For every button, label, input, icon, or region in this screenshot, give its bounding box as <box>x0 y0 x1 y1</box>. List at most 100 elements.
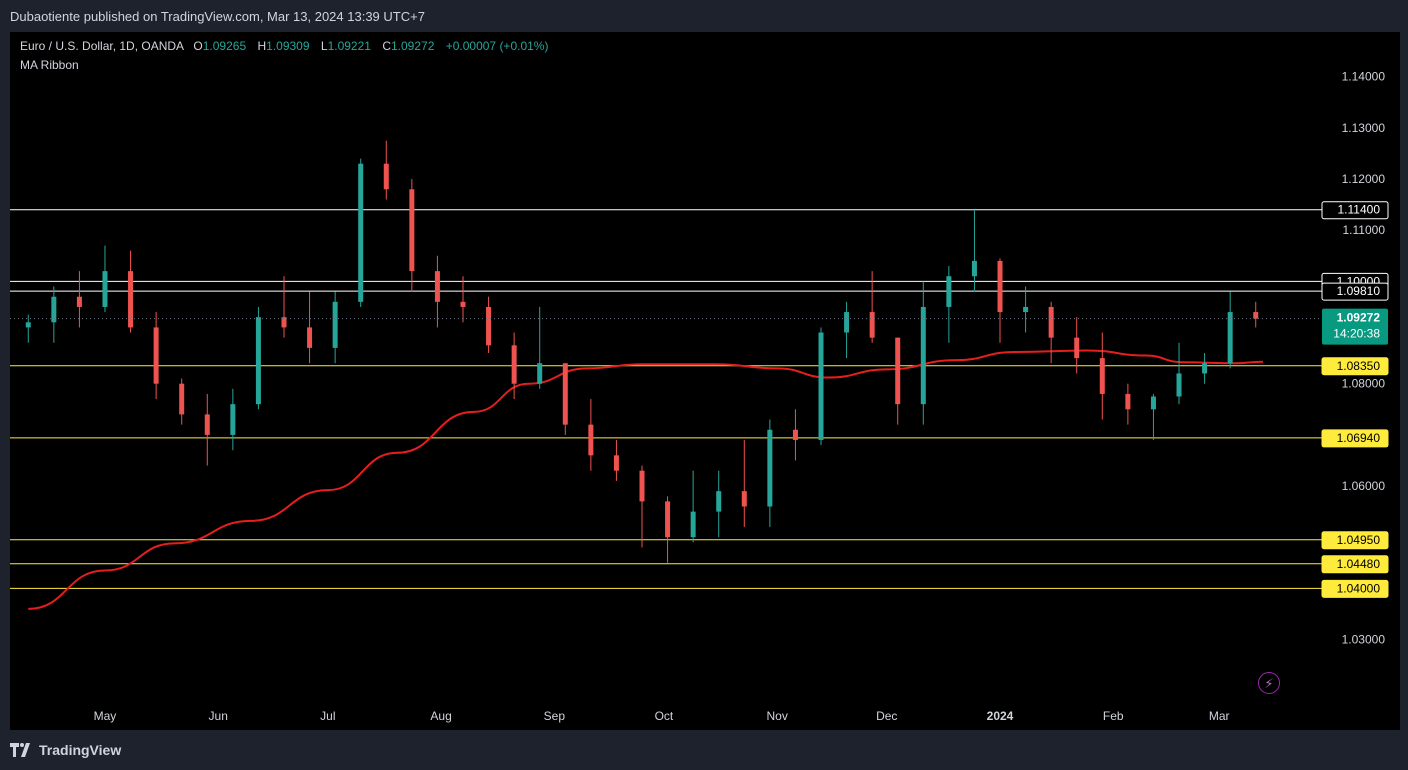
y-tick-label: 1.13000 <box>1342 121 1386 135</box>
level-badge: 1.08350 <box>1321 357 1389 376</box>
level-badge-bg <box>1321 429 1389 448</box>
level-badge: 1.09810 <box>1321 282 1389 301</box>
level-badge: 1.04000 <box>1321 579 1389 598</box>
candle-body <box>1125 393 1131 410</box>
candle-body <box>767 429 773 507</box>
candle-body <box>562 363 568 425</box>
last-price-label: 1.09272 <box>1337 311 1381 325</box>
candle-body <box>1176 373 1182 397</box>
x-tick-label: 2024 <box>987 709 1014 723</box>
candle-body <box>1150 396 1156 410</box>
level-badge-label: 1.04480 <box>1337 557 1381 571</box>
level-badge: 1.06940 <box>1321 429 1389 448</box>
candle-body <box>1202 363 1208 374</box>
low-value: 1.09221 <box>327 39 371 53</box>
candle-body <box>255 317 261 405</box>
candle-body <box>792 429 798 440</box>
candle-body <box>997 260 1003 313</box>
level-badge-label: 1.04950 <box>1337 533 1381 547</box>
countdown-label: 14:20:38 <box>1333 327 1380 341</box>
candle-body <box>818 332 824 440</box>
candle-body <box>383 163 389 190</box>
open-label: O <box>193 39 203 53</box>
level-badge-label: 1.09810 <box>1337 284 1381 298</box>
candle-body <box>869 312 875 338</box>
chart-area[interactable]: 1.140001.130001.120001.110001.100001.080… <box>10 32 1400 730</box>
candle-body <box>486 306 492 346</box>
tradingview-logo[interactable]: TradingView <box>10 742 121 758</box>
ma-ribbon-line <box>28 349 1264 610</box>
change-value: +0.00007 (+0.01%) <box>445 39 549 53</box>
candle-body <box>179 383 185 415</box>
level-badge: 1.04480 <box>1321 555 1389 574</box>
x-tick-label: Mar <box>1209 709 1230 723</box>
level-badge-label: 1.08350 <box>1337 359 1381 373</box>
lightning-icon[interactable]: ⚡ <box>1258 672 1280 694</box>
level-badge-bg <box>1321 282 1389 301</box>
candle-body <box>665 501 671 538</box>
x-tick-label: May <box>94 709 117 723</box>
level-badge-label: 1.04000 <box>1337 581 1381 595</box>
candle-body <box>716 491 722 512</box>
candle-body <box>844 312 850 333</box>
price-chart[interactable]: 1.140001.130001.120001.110001.100001.080… <box>10 32 1400 730</box>
indicator-name[interactable]: MA Ribbon <box>20 58 79 72</box>
candle-body <box>76 296 82 307</box>
y-tick-label: 1.03000 <box>1342 633 1386 647</box>
candle-body <box>51 296 57 323</box>
x-tick-label: Jun <box>209 709 228 723</box>
y-tick-label: 1.08000 <box>1342 377 1386 391</box>
level-badge-bg <box>1321 201 1389 220</box>
level-badge: 1.11400 <box>1321 201 1389 220</box>
candle-body <box>588 424 594 456</box>
y-tick-label: 1.14000 <box>1342 70 1386 84</box>
level-badge-bg <box>1321 531 1389 550</box>
candle-body <box>946 276 952 307</box>
high-value: 1.09309 <box>266 39 310 53</box>
x-tick-label: Aug <box>430 709 451 723</box>
footer: TradingView <box>0 730 1408 770</box>
level-badge-label: 1.11400 <box>1338 203 1381 217</box>
candle-body <box>409 189 415 272</box>
level-badge-bg <box>1321 555 1389 574</box>
candle-body <box>895 337 901 405</box>
candle-body <box>307 327 313 348</box>
candle-body <box>1227 312 1233 364</box>
candle-body <box>460 301 466 307</box>
level-badge-label: 1.06940 <box>1337 431 1381 445</box>
candle-body <box>25 322 31 328</box>
last-price-badge: 1.09272 14:20:38 <box>1322 308 1388 345</box>
candle-body <box>1074 337 1080 359</box>
close-value: 1.09272 <box>390 39 435 53</box>
candle-body <box>1023 306 1029 313</box>
candle-body <box>281 317 287 328</box>
tradingview-logo-icon <box>10 743 30 757</box>
candle-body <box>920 306 926 405</box>
symbol-title: Euro / U.S. Dollar, 1D, OANDA <box>20 39 185 53</box>
candle-body <box>613 455 619 471</box>
open-value: 1.09265 <box>202 39 247 53</box>
candle-body <box>639 470 645 502</box>
candle-body <box>971 260 977 277</box>
y-tick-label: 1.06000 <box>1342 479 1386 493</box>
candle-body <box>332 301 338 348</box>
x-tick-label: Nov <box>766 709 787 723</box>
candle-body <box>230 404 236 435</box>
candle-body <box>1048 306 1054 338</box>
top-bar: Dubaotiente published on TradingView.com… <box>0 0 1408 32</box>
candle-body <box>1253 312 1259 319</box>
low-label: L <box>320 39 328 53</box>
last-price-badge-bg <box>1322 308 1388 345</box>
candle-body <box>358 163 364 302</box>
level-badge-bg <box>1321 357 1389 376</box>
candle-body <box>741 491 747 507</box>
x-tick-label: Feb <box>1103 709 1124 723</box>
candle-body <box>102 271 108 307</box>
ohlc-legend: Euro / U.S. Dollar, 1D, OANDA O1.09265 H… <box>20 39 556 53</box>
candle-body <box>204 414 210 435</box>
close-label: C <box>382 39 391 53</box>
candle-body <box>128 271 134 328</box>
y-tick-label: 1.12000 <box>1342 172 1386 186</box>
candle-body <box>153 327 159 384</box>
x-tick-label: Dec <box>876 709 897 723</box>
